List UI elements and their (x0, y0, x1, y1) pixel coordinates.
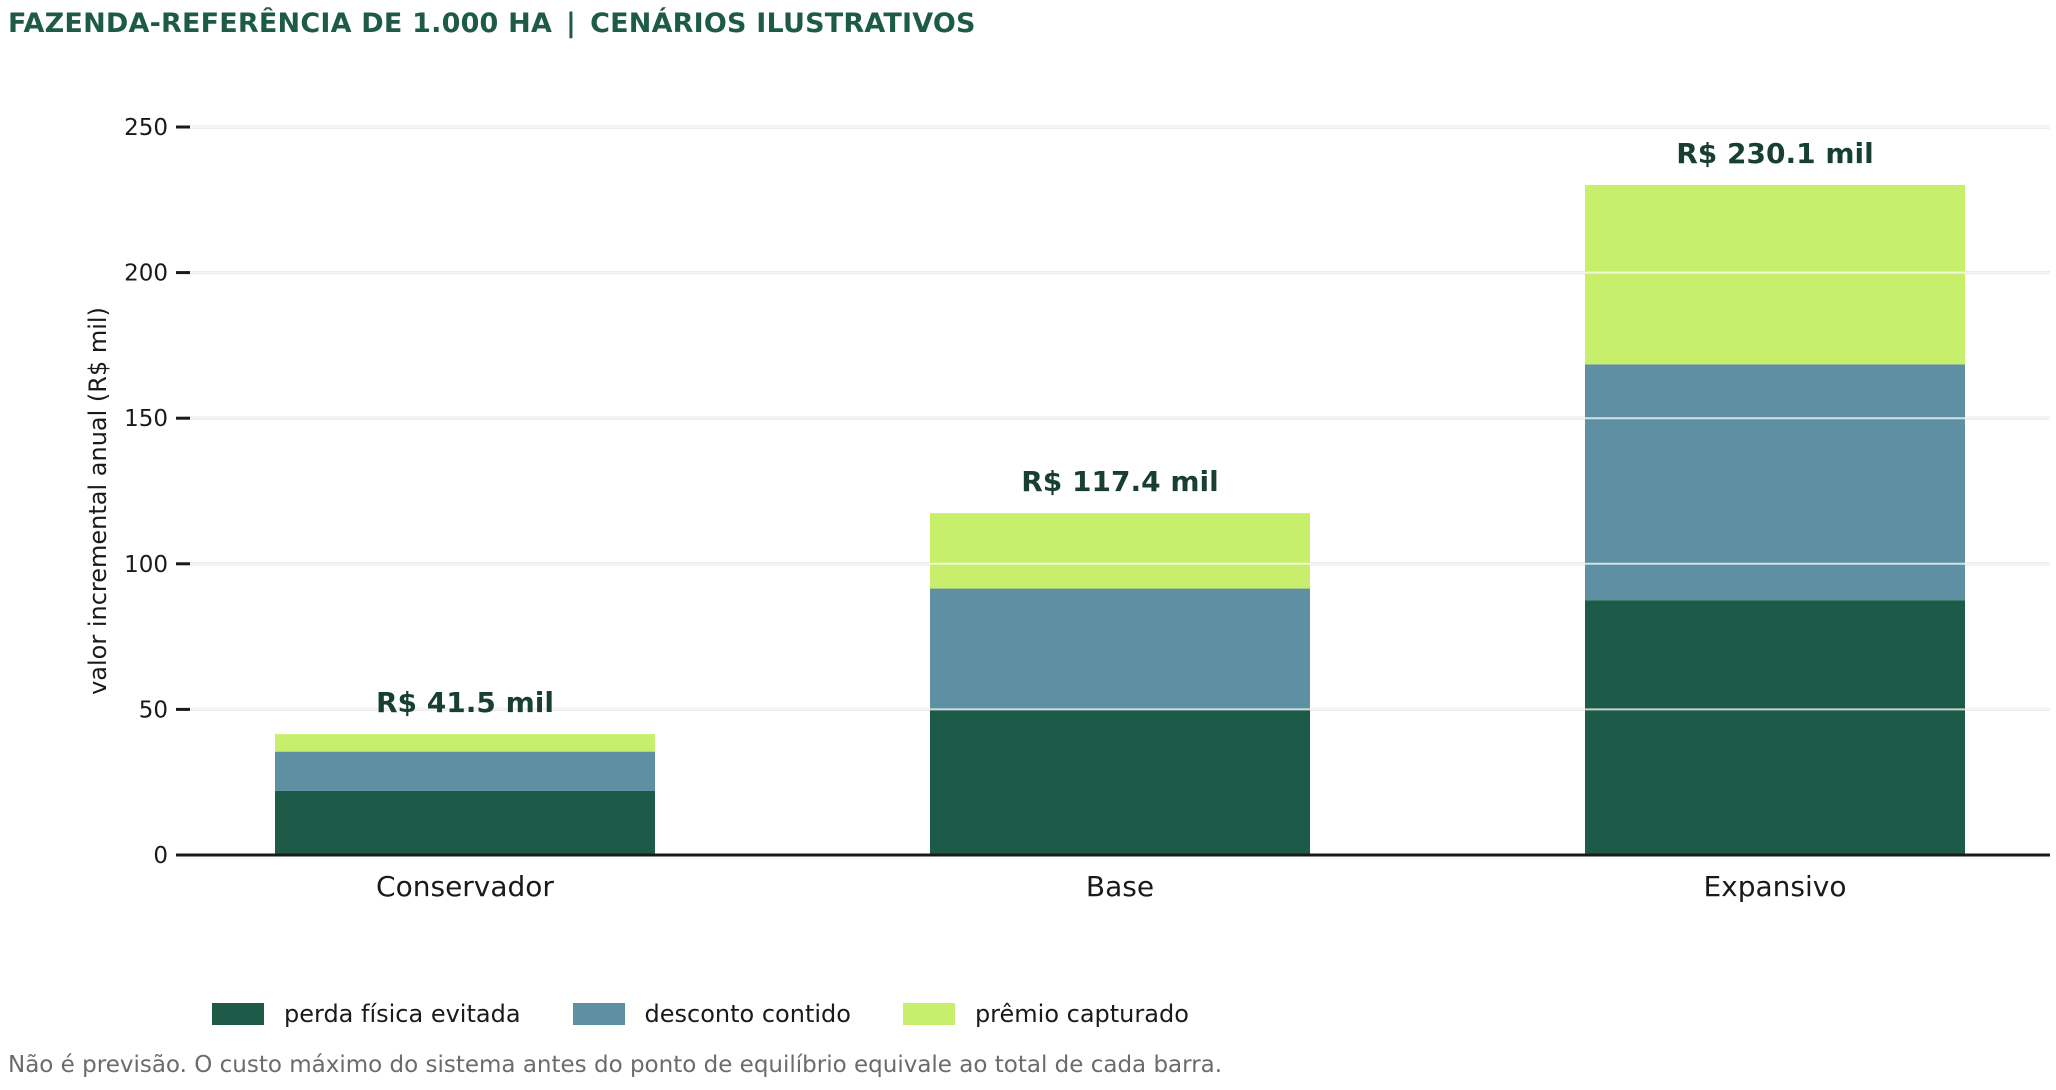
y-tick-label: 100 (124, 552, 168, 578)
title-separator: | (566, 8, 577, 39)
total-label-base: R$ 117.4 mil (1021, 465, 1218, 498)
bar-premio-conservador (275, 734, 655, 752)
legend-label-premio: prêmio capturado (974, 1000, 1189, 1028)
title-right: CENÁRIOS ILUSTRATIVOS (590, 8, 976, 39)
y-tick-label: 250 (124, 115, 168, 141)
y-axis-label: valor incremental anual (R$ mil) (84, 307, 112, 695)
legend-swatch-perda (212, 1003, 264, 1025)
total-label-expansivo: R$ 230.1 mil (1676, 137, 1873, 170)
title-left: FAZENDA-REFERÊNCIA DE 1.000 HA (8, 8, 553, 39)
bar-premio-expansivo (1585, 184, 1965, 365)
legend-label-desconto: desconto contido (644, 1000, 851, 1028)
y-tick-label: 0 (153, 843, 168, 869)
legend-item-desconto: desconto contido (572, 1000, 851, 1028)
y-tick-label: 50 (139, 697, 168, 723)
footnote: Não é previsão. O custo máximo do sistem… (8, 1052, 1223, 1078)
bar-perda-base (930, 709, 1310, 855)
bar-desconto-base (930, 588, 1310, 710)
legend-item-premio: prêmio capturado (902, 1000, 1189, 1028)
bar-perda-expansivo (1585, 600, 1965, 855)
bar-desconto-conservador (275, 751, 655, 791)
y-tick-label: 150 (124, 406, 168, 432)
stacked-bar-chart: 0 50 100 150 200 250 valor incremental anual (… (84, 115, 2050, 903)
bar-desconto-expansivo (1585, 364, 1965, 601)
legend-swatch-desconto (572, 1003, 625, 1025)
legend-label-perda: perda física evitada (284, 1000, 521, 1028)
legend: perda física evitada desconto contido pr… (212, 1000, 1241, 1028)
y-tick-label: 200 (124, 261, 168, 287)
x-tick-label-base: Base (1086, 870, 1154, 903)
legend-item-perda: perda física evitada (212, 1000, 521, 1028)
bar-perda-conservador (275, 790, 655, 855)
x-tick-label-conservador: Conservador (376, 870, 554, 903)
bar-premio-base (930, 513, 1310, 589)
legend-swatch-premio (902, 1003, 955, 1025)
x-tick-label-expansivo: Expansivo (1703, 870, 1846, 903)
chart-title: FAZENDA-REFERÊNCIA DE 1.000 HA | CENÁRIOS … (8, 8, 976, 39)
total-label-conservador: R$ 41.5 mil (376, 686, 554, 719)
